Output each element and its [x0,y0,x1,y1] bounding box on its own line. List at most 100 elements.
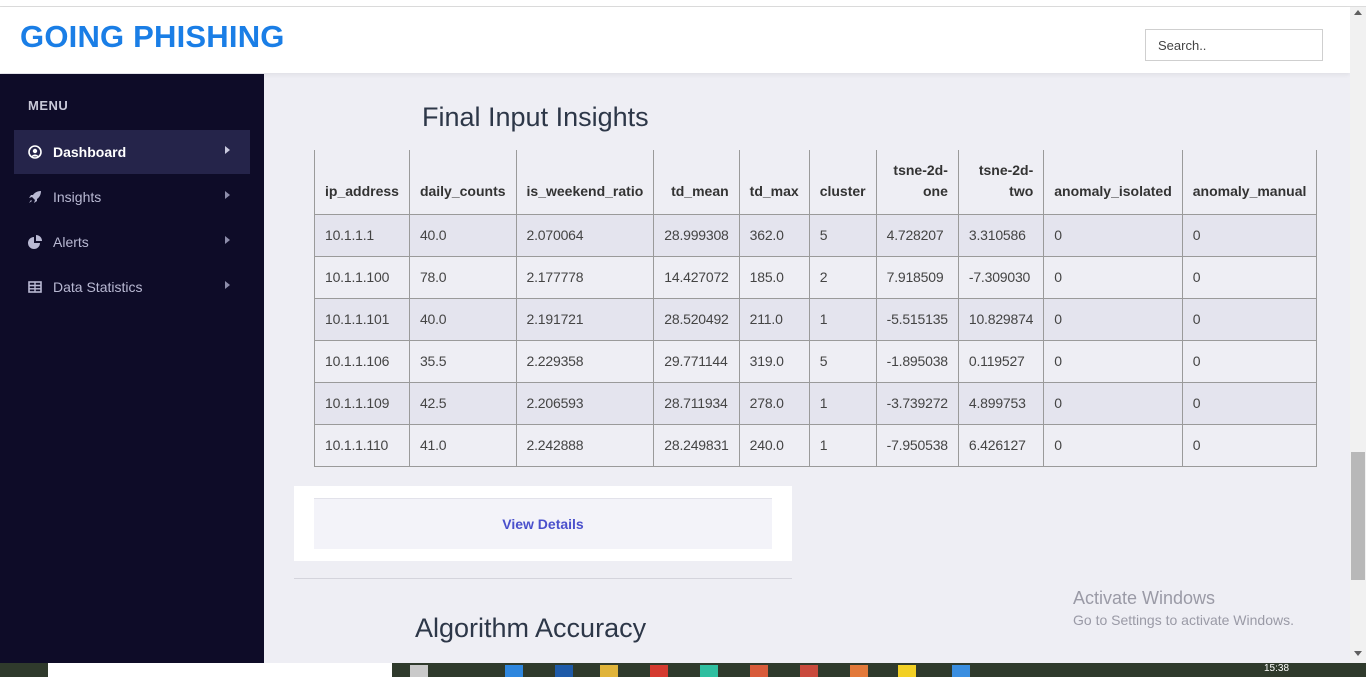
scroll-up-arrow-icon[interactable] [1354,10,1362,15]
table-cell: -5.515135 [875,297,959,341]
table-row: 10.1.1.101 40.0 2.191721 28.520492 211.0… [314,297,1318,341]
table-cell: 4.728207 [875,213,959,257]
table-cell: 0 [1043,213,1183,257]
column-header[interactable]: td_mean [653,150,740,214]
taskbar-app-icon[interactable] [600,665,618,677]
table-cell: 319.0 [738,339,810,383]
table-cell: 0 [1181,255,1318,299]
chevron-right-icon [225,191,230,199]
table-cell: 185.0 [738,255,810,299]
view-details-button[interactable]: View Details [314,498,772,549]
sidebar-item-label: Insights [53,189,102,205]
column-header[interactable]: cluster [808,150,877,214]
table-cell: 10.1.1.110 [314,423,410,467]
table-row: 10.1.1.1 40.0 2.070064 28.999308 362.0 5… [314,213,1318,257]
menu-title: MENU [28,98,69,113]
table-cell: 1 [808,297,877,341]
column-header[interactable]: daily_counts [408,150,517,214]
taskbar-app-icon[interactable] [750,665,768,677]
table-cell: 278.0 [738,381,810,425]
column-header[interactable]: tsne-2d-one [875,150,959,214]
table-cell: 0 [1043,297,1183,341]
chevron-right-icon [225,146,230,154]
table-cell: 29.771144 [653,339,740,383]
search-input[interactable] [1145,29,1323,61]
table-row: 10.1.1.106 35.5 2.229358 29.771144 319.0… [314,339,1318,383]
column-header[interactable]: anomaly_isolated [1043,150,1183,214]
table-cell: 0 [1181,423,1318,467]
sidebar-item-label: Alerts [53,234,89,250]
table-cell: 28.249831 [653,423,740,467]
table-cell: 3.310586 [957,213,1045,257]
insights-table: ip_address daily_counts is_weekend_ratio… [314,150,1318,467]
taskbar-app-icon[interactable] [410,665,428,677]
taskbar-app-icon[interactable] [800,665,818,677]
taskbar-clock[interactable]: 15:38 [1264,663,1290,674]
table-cell: 2.191721 [515,297,655,341]
table-cell: 240.0 [738,423,810,467]
column-header[interactable]: ip_address [314,150,410,214]
table-cell: 0 [1181,213,1318,257]
table-cell: 28.520492 [653,297,740,341]
sidebar-item-dashboard[interactable]: Dashboard [14,130,250,174]
column-header[interactable]: tsne-2d-two [957,150,1045,214]
table-cell: 2.242888 [515,423,655,467]
table-cell: 0 [1043,255,1183,299]
brand-logo[interactable]: GOING PHISHING [20,19,285,54]
table-cell: 0 [1043,381,1183,425]
sidebar-item-insights[interactable]: Insights [14,175,250,219]
table-cell: 1 [808,381,877,425]
chevron-right-icon [225,236,230,244]
table-cell: 5 [808,213,877,257]
scrollbar-thumb[interactable] [1351,452,1365,580]
table-cell: 0 [1181,297,1318,341]
table-cell: -7.309030 [957,255,1045,299]
taskbar-app-icon[interactable] [700,665,718,677]
sidebar-item-alerts[interactable]: Alerts [14,220,250,264]
table-header-row: ip_address daily_counts is_weekend_ratio… [314,150,1318,214]
sidebar-item-data-statistics[interactable]: Data Statistics [14,265,250,309]
table-cell: 28.999308 [653,213,740,257]
table-cell: 42.5 [408,381,517,425]
taskbar-app-icon[interactable] [850,665,868,677]
column-header[interactable]: anomaly_manual [1181,150,1318,214]
table-cell: 40.0 [408,297,517,341]
section-title: Final Input Insights [422,102,649,132]
table-cell: 40.0 [408,213,517,257]
table-cell: 2.070064 [515,213,655,257]
table-cell: 2.229358 [515,339,655,383]
table-row: 10.1.1.110 41.0 2.242888 28.249831 240.0… [314,423,1318,467]
column-header[interactable]: is_weekend_ratio [515,150,655,214]
sidebar: MENU Dashboard Insights Alerts Data Stat… [0,74,264,664]
table-cell: 10.1.1.100 [314,255,410,299]
sidebar-item-label: Dashboard [53,144,127,160]
algorithm-accuracy-title: Algorithm Accuracy [415,613,647,643]
taskbar-search-box[interactable] [48,663,392,677]
table-cell: 10.1.1.106 [314,339,410,383]
table-cell: 6.426127 [957,423,1045,467]
taskbar-app-icon[interactable] [555,665,573,677]
taskbar-app-icon[interactable] [952,665,970,677]
section-divider [294,578,792,579]
scroll-down-arrow-icon[interactable] [1354,651,1362,656]
activate-windows-title: Activate Windows [1073,588,1216,608]
table-cell: 2 [808,255,877,299]
table-cell: -3.739272 [875,381,959,425]
sidebar-item-label: Data Statistics [53,279,143,295]
activate-windows-subtitle: Go to Settings to activate Windows. [1073,612,1294,628]
column-header[interactable]: td_max [738,150,810,214]
chevron-right-icon [225,281,230,289]
table-cell: 28.711934 [653,381,740,425]
pie-chart-icon [28,235,42,249]
table-cell: 14.427072 [653,255,740,299]
top-header: GOING PHISHING [0,7,1350,73]
taskbar-app-icon[interactable] [650,665,668,677]
taskbar-app-icon[interactable] [505,665,523,677]
table-cell: 1 [808,423,877,467]
table-cell: 78.0 [408,255,517,299]
table-cell: 0 [1181,339,1318,383]
view-details-card: View Details [294,486,792,561]
table-cell: 362.0 [738,213,810,257]
table-cell: 0 [1181,381,1318,425]
taskbar-app-icon[interactable] [898,665,916,677]
